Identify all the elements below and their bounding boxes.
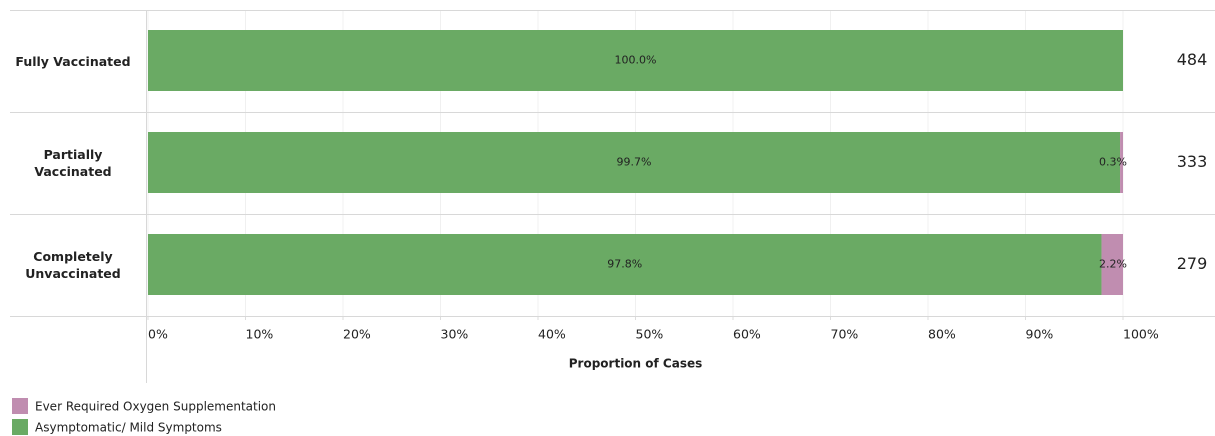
- bar-segment: [1101, 234, 1123, 295]
- legend-label: Ever Required Oxygen Supplementation: [35, 400, 276, 414]
- x-tick-label: 10%: [246, 327, 274, 342]
- bar-segment: [148, 30, 1123, 91]
- data-label: 100.0%: [615, 54, 657, 67]
- x-tick-label: 0%: [148, 327, 168, 342]
- x-tick-label: 80%: [928, 327, 956, 342]
- row-label-text: Fully Vaccinated: [15, 53, 131, 69]
- row-label: Completely Unvaccinated: [8, 214, 138, 316]
- x-tick-label: 40%: [538, 327, 566, 342]
- legend-swatch: [12, 398, 28, 414]
- data-label: 97.8%: [607, 258, 642, 271]
- x-tick-label: 20%: [343, 327, 371, 342]
- data-label: 0.3%: [1099, 156, 1127, 169]
- row-label-text: Completely Unvaccinated: [25, 249, 121, 281]
- x-tick-label: 50%: [636, 327, 664, 342]
- x-tick-label: 60%: [733, 327, 761, 342]
- x-tick-label: 30%: [441, 327, 469, 342]
- total-label: 279: [1177, 254, 1208, 273]
- x-tick-label: 70%: [831, 327, 859, 342]
- data-label: 99.7%: [617, 156, 652, 169]
- row-label: Fully Vaccinated: [8, 10, 138, 112]
- data-label: 2.2%: [1099, 258, 1127, 271]
- total-label: 484: [1177, 50, 1208, 69]
- row-label-text: Partially Vaccinated: [34, 147, 112, 179]
- bar-segment: [148, 234, 1102, 295]
- bar-segment: [148, 132, 1121, 193]
- x-tick-label: 100%: [1123, 327, 1159, 342]
- x-axis-title: Proportion of Cases: [569, 357, 703, 371]
- row-label: Partially Vaccinated: [8, 112, 138, 214]
- legend-swatch: [12, 419, 28, 435]
- x-tick-label: 90%: [1026, 327, 1054, 342]
- bar-segment: [1120, 132, 1123, 193]
- legend-label: Asymptomatic/ Mild Symptoms: [35, 421, 222, 435]
- total-label: 333: [1177, 152, 1208, 171]
